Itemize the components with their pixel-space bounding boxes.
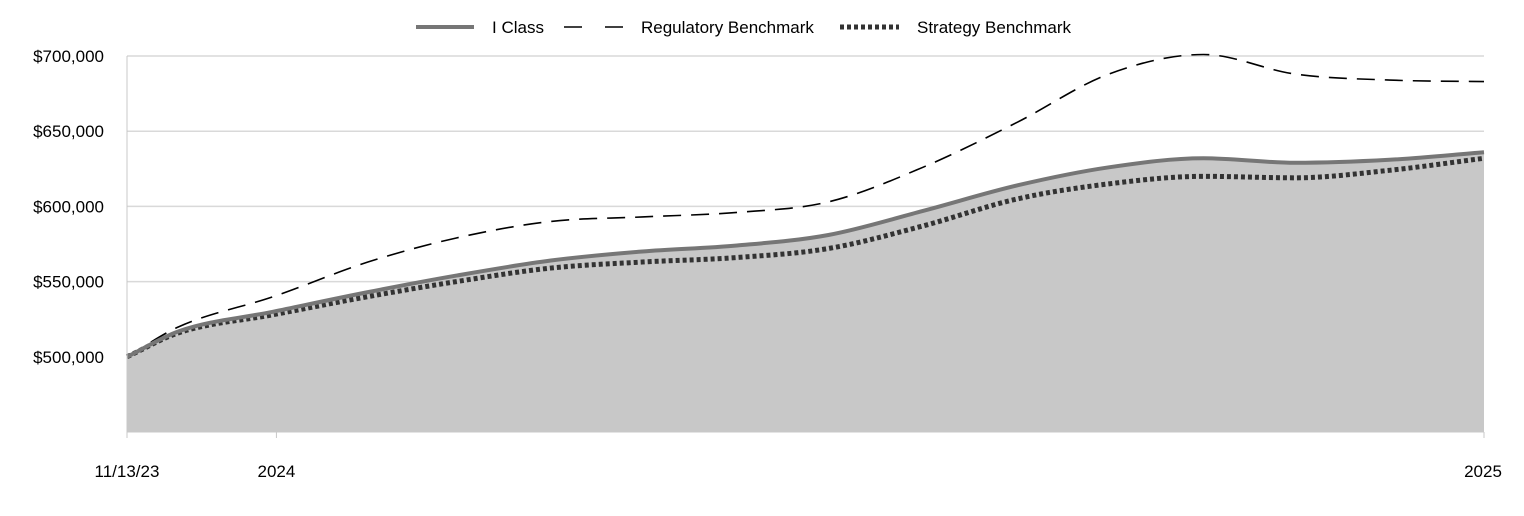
series-line-i-class xyxy=(126,150,1485,359)
i-class-area-fill xyxy=(127,152,1484,432)
y-tick-label: $700,000 xyxy=(33,47,104,66)
y-tick-label: $600,000 xyxy=(33,197,104,216)
x-tick-label: 2024 xyxy=(258,462,296,481)
y-axis-tick-labels: $500,000 $550,000 $600,000 $650,000 $700,000 xyxy=(33,47,104,367)
series-line-regulatory-benchmark xyxy=(126,53,1485,358)
axes xyxy=(126,56,1485,438)
series-line-strategy-benchmark xyxy=(125,155,1485,360)
y-tick-label: $650,000 xyxy=(33,122,104,141)
y-tick-label: $550,000 xyxy=(33,273,104,292)
y-tick-label: $500,000 xyxy=(33,348,104,367)
legend-label-strategy-benchmark: Strategy Benchmark xyxy=(917,18,1072,37)
legend-label-regulatory-benchmark: Regulatory Benchmark xyxy=(641,18,814,37)
x-tick-label: 11/13/23 xyxy=(95,462,160,481)
series-lines xyxy=(125,53,1485,360)
x-tick-label: 2025 xyxy=(1464,462,1502,481)
legend: I Class Regulatory Benchmark Strategy Benc… xyxy=(416,18,1072,37)
legend-label-i-class: I Class xyxy=(492,18,544,37)
x-axis-tick-labels: 11/13/23 2024 2025 xyxy=(95,462,1502,481)
